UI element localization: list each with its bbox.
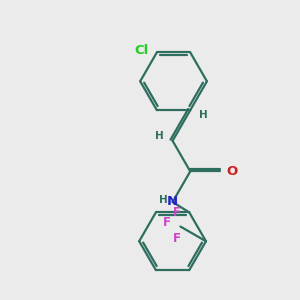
Text: H: H	[199, 110, 208, 120]
Text: H: H	[155, 131, 164, 141]
Text: N: N	[167, 196, 178, 208]
Text: Cl: Cl	[134, 44, 148, 57]
Text: F: F	[173, 232, 181, 245]
Text: H: H	[159, 195, 168, 205]
Text: F: F	[173, 206, 181, 219]
Text: F: F	[163, 216, 171, 229]
Text: O: O	[227, 165, 238, 178]
